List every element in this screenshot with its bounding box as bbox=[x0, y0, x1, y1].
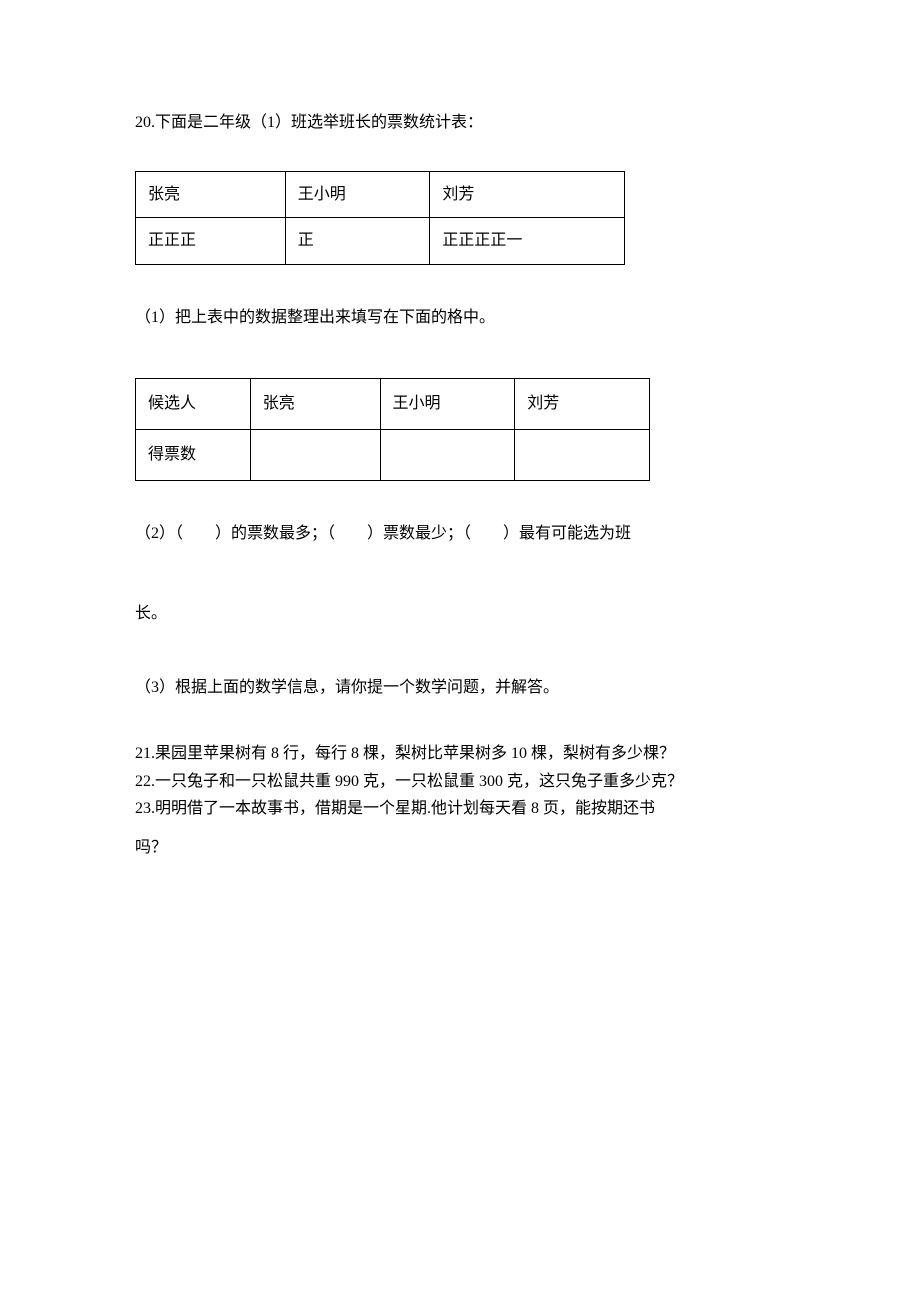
result-candidate-1: 张亮 bbox=[250, 379, 380, 430]
tally-value-3: 正正正正一 bbox=[430, 218, 625, 265]
q21: 21.果园里苹果树有 8 行，每行 8 棵，梨树比苹果树多 10 棵，梨树有多少… bbox=[135, 740, 785, 767]
q20-header: 20.下面是二年级（1）班选举班长的票数统计表： bbox=[135, 110, 785, 136]
q20-sub2-line2: 长。 bbox=[135, 601, 785, 627]
q23-line2: 吗？ bbox=[135, 834, 785, 861]
q20-sub3: （3）根据上面的数学信息，请你提一个数学问题，并解答。 bbox=[135, 675, 785, 701]
q23-line1: 23.明明借了一本故事书，借期是一个星期.他计划每天看 8 页，能按期还书 bbox=[135, 795, 785, 822]
q22: 22.一只兔子和一只松鼠共重 990 克，一只松鼠重 300 克，这只兔子重多少… bbox=[135, 768, 785, 795]
result-candidate-2: 王小明 bbox=[380, 379, 515, 430]
result-row1-label: 候选人 bbox=[136, 379, 251, 430]
q20-sub2-line1: （2）（ ）的票数最多；（ ）票数最少；（ ）最有可能选为班 bbox=[135, 521, 785, 547]
result-value-2 bbox=[380, 429, 515, 480]
result-table: 候选人 张亮 王小明 刘芳 得票数 bbox=[135, 378, 650, 480]
result-value-3 bbox=[515, 429, 650, 480]
tally-value-1: 正正正 bbox=[136, 218, 286, 265]
result-candidate-3: 刘芳 bbox=[515, 379, 650, 430]
result-value-1 bbox=[250, 429, 380, 480]
table-row: 候选人 张亮 王小明 刘芳 bbox=[136, 379, 650, 430]
tally-header-3: 刘芳 bbox=[430, 171, 625, 218]
table-row: 得票数 bbox=[136, 429, 650, 480]
tally-value-2: 正 bbox=[285, 218, 430, 265]
table-row: 正正正 正 正正正正一 bbox=[136, 218, 625, 265]
tally-header-2: 王小明 bbox=[285, 171, 430, 218]
result-row2-label: 得票数 bbox=[136, 429, 251, 480]
tally-header-1: 张亮 bbox=[136, 171, 286, 218]
table-row: 张亮 王小明 刘芳 bbox=[136, 171, 625, 218]
tally-table: 张亮 王小明 刘芳 正正正 正 正正正正一 bbox=[135, 171, 625, 265]
q20-sub1: （1）把上表中的数据整理出来填写在下面的格中。 bbox=[135, 305, 785, 331]
